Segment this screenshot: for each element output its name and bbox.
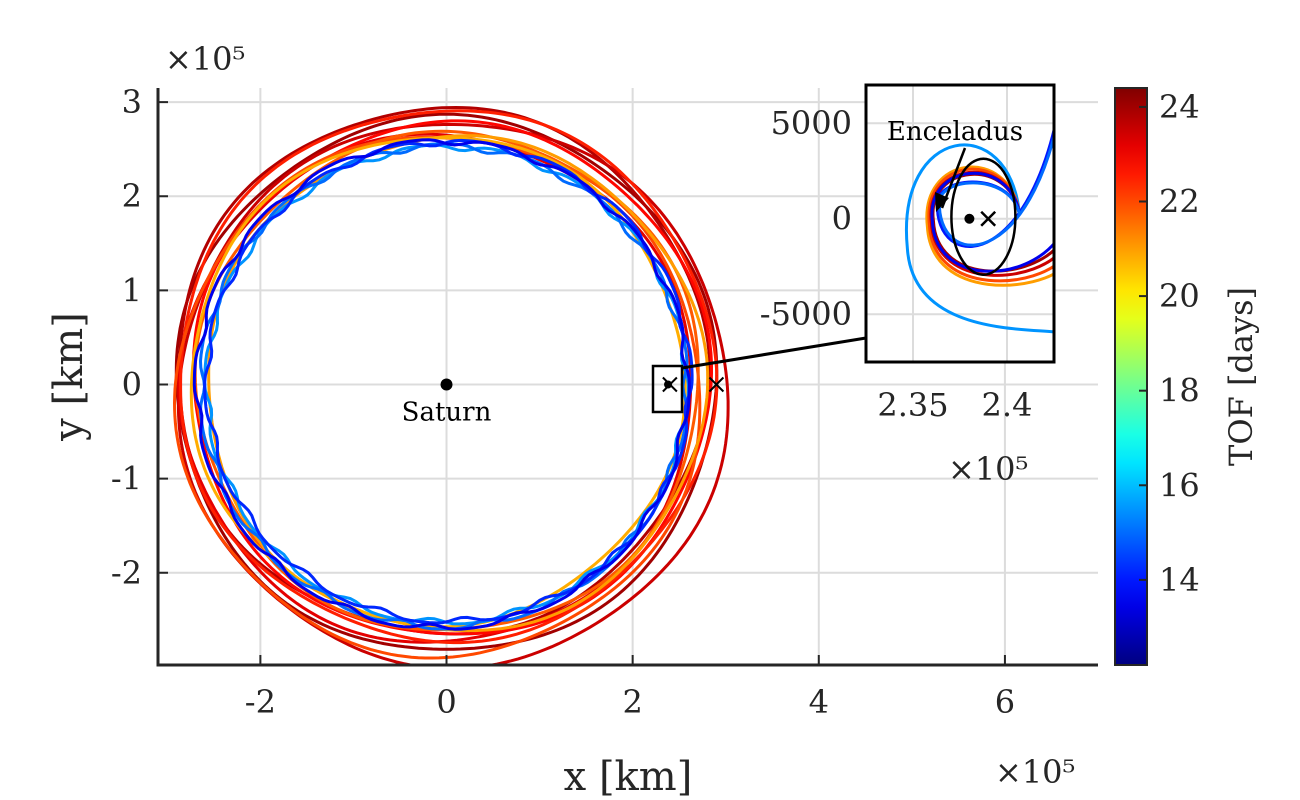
inset-trajectory-line [904,143,1054,334]
inset-enceladus-marker [964,213,975,224]
x-tick-label: 2 [622,683,642,721]
trajectory-line [203,138,694,625]
y-tick-label: 0 [122,366,142,404]
enceladus-label: Enceladus [887,117,1023,147]
y-exponent-label: ×10⁵ [165,40,245,78]
saturn-marker [440,378,453,391]
inset-trajectory-line [930,171,1054,273]
trajectory-line [192,138,691,631]
x-tick-label: 0 [436,683,456,721]
colorbar-tick-label: 22 [1159,183,1200,221]
inset-y-tick-label: 0 [832,200,852,238]
inset-y-tick-label: 5000 [771,104,852,142]
y-tick-label: 3 [122,83,142,121]
colorbar: 14 16 18 20 22 24 TOF [days] [1114,87,1260,666]
enceladus-arrow-head [935,192,949,212]
cross-marker [708,376,725,393]
y-tick-label: 1 [122,271,142,309]
trajectory-group [172,105,730,665]
colorbar-bar [1114,87,1148,666]
inset-reference-orbit [950,157,1017,276]
x-tick-label: -2 [245,683,276,721]
trajectory-line [207,134,710,633]
x-tick-label: 4 [809,683,829,721]
colorbar-label: TOF [days] [1222,287,1260,466]
saturn-label: Saturn [402,398,492,428]
y-tick-label: 2 [122,177,142,215]
trajectory-line [179,109,719,645]
inset-trajectory-line [937,129,1054,247]
enceladus-marker [664,380,673,389]
inset-trajectory-line [927,167,1054,283]
colorbar-tick-label: 18 [1159,372,1200,410]
trajectory-line [189,136,687,629]
inset-x-tick-label: 2.35 [877,386,948,424]
zoom-box [651,364,684,414]
axes-frame [156,88,1098,667]
colorbar-tick-label: 20 [1159,277,1200,315]
inset-trajectory-group [904,122,1054,334]
main-plot: -2 0 2 4 6 -2 -1 0 1 2 3 x [km] y [km] ×10⁵ ×10⁵ Saturn [46,40,1098,800]
inset-cross-marker [980,210,997,227]
y-tick-label: -1 [111,460,142,498]
y-axis-label: y [km] [46,312,92,442]
inset-plot: 2.35 2.4 -5000 0 5000 ×10⁵ Enceladus [760,83,1056,488]
colorbar-tick-label: 14 [1159,561,1200,599]
inset-x-exponent-label: ×10⁵ [948,450,1028,488]
x-tick-label: 6 [995,683,1015,721]
zoom-connector [681,336,867,370]
cross-marker [662,376,678,393]
inset-y-tick-label: -5000 [760,295,852,333]
y-tick-label: -2 [111,554,142,592]
x-exponent-label: ×10⁵ [995,753,1075,791]
colorbar-tick-label: 16 [1159,466,1200,504]
inset-frame [864,83,1056,364]
x-axis-label: x [km] [564,754,693,800]
colorbar-tick-label: 24 [1159,88,1200,126]
inset-x-tick-label: 2.4 [982,386,1033,424]
